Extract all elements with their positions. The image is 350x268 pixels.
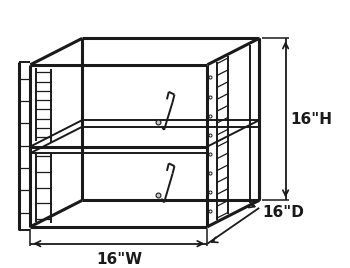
Text: 16"D: 16"D — [262, 205, 304, 220]
Text: 16"H: 16"H — [290, 112, 332, 127]
Text: 16"W: 16"W — [96, 252, 142, 267]
